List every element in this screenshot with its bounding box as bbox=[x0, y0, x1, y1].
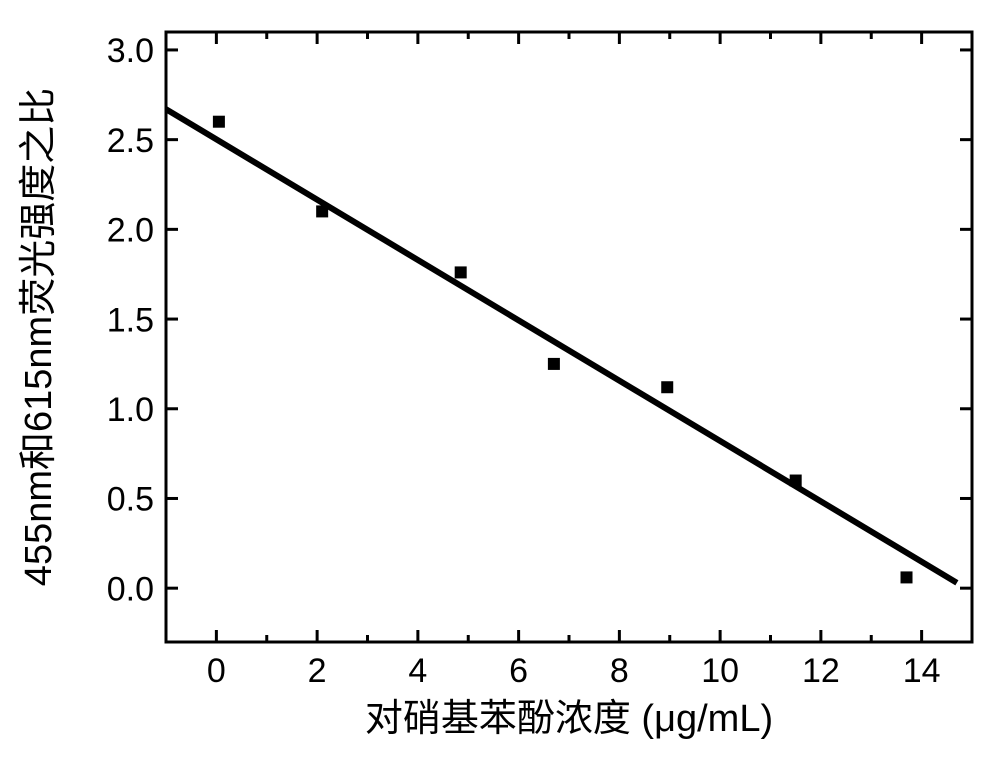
data-point bbox=[213, 116, 225, 128]
chart-background bbox=[0, 0, 1000, 769]
y-tick-label: 2.5 bbox=[107, 122, 154, 160]
x-tick-label: 8 bbox=[610, 652, 629, 690]
y-tick-label: 2.0 bbox=[107, 212, 154, 250]
x-tick-label: 12 bbox=[802, 652, 840, 690]
x-tick-label: 10 bbox=[701, 652, 739, 690]
data-point bbox=[901, 571, 913, 583]
y-tick-label: 3.0 bbox=[107, 32, 154, 70]
x-tick-label: 0 bbox=[207, 652, 226, 690]
x-tick-label: 2 bbox=[308, 652, 327, 690]
y-tick-label: 1.5 bbox=[107, 301, 154, 339]
x-axis-title: 对硝基苯酚浓度 (μg/mL) bbox=[365, 698, 773, 740]
data-point bbox=[316, 205, 328, 217]
y-tick-label: 1.0 bbox=[107, 391, 154, 429]
y-axis-title: 455nm和615nm荧光强度之比 bbox=[18, 88, 60, 586]
data-point bbox=[455, 266, 467, 278]
data-point bbox=[548, 358, 560, 370]
data-point bbox=[790, 475, 802, 487]
x-tick-label: 14 bbox=[903, 652, 941, 690]
chart-container: 0 2 4 6 8 10 12 14 0.0 0.5 1.0 1.5 2.0 2.5 3.0 对硝基苯酚浓度 … bbox=[0, 0, 1000, 769]
y-tick-label: 0.0 bbox=[107, 570, 154, 608]
y-tick-label: 0.5 bbox=[107, 481, 154, 519]
data-point bbox=[661, 381, 673, 393]
scatter-chart: 0 2 4 6 8 10 12 14 0.0 0.5 1.0 1.5 2.0 2.5 3.0 对硝基苯酚浓度 … bbox=[0, 0, 1000, 769]
x-tick-label: 6 bbox=[509, 652, 528, 690]
x-tick-label: 4 bbox=[408, 652, 427, 690]
